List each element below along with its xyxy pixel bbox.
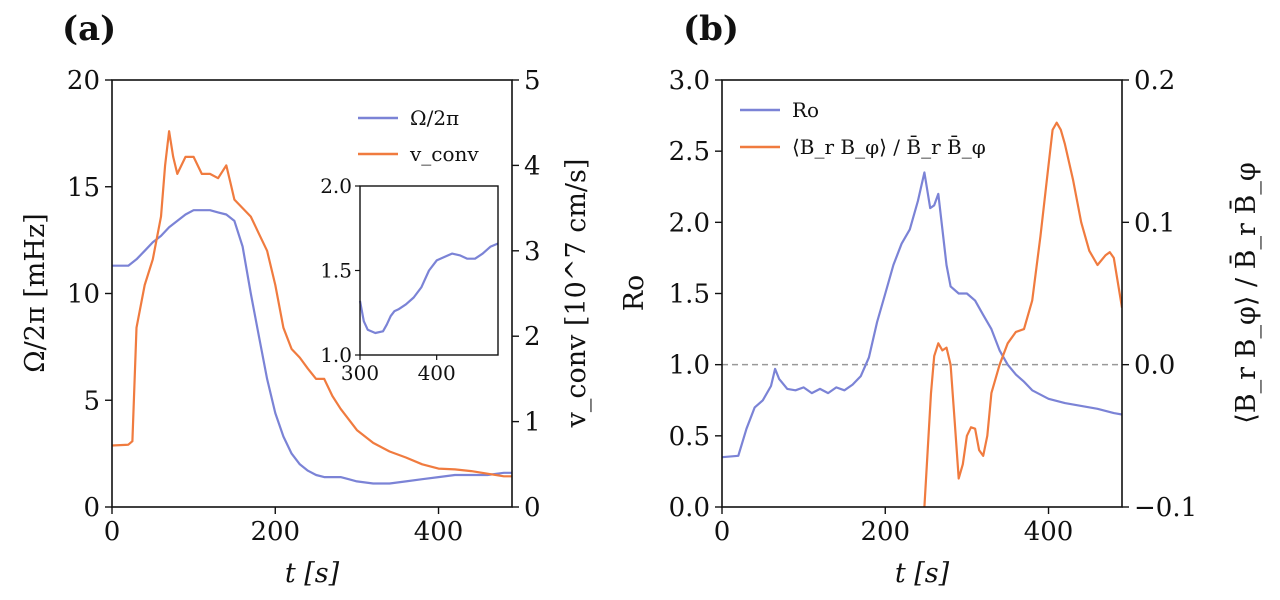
panel-a-ytick-left-label: 20 — [67, 66, 100, 96]
panel-a-ytick-left-label: 10 — [67, 280, 100, 310]
panel-a-ytick-right-label: 2 — [524, 322, 541, 352]
inset-ytick-label: 1.5 — [320, 259, 352, 283]
panel-b-series-blue-line — [722, 171, 1122, 459]
panel-a-ylabel-right: v_conv [10^7 cm/s] — [561, 159, 592, 429]
panel-b-ytick-left-label: 3.0 — [669, 66, 710, 96]
panel-a-ytick-left-label: 0 — [83, 493, 100, 523]
panel-b-ytick-right-label: 0.2 — [1134, 66, 1175, 96]
panel-b-ytick-right-label: −0.1 — [1134, 493, 1197, 523]
inset-series-line — [358, 242, 499, 335]
panel-a-series-orange-line — [112, 130, 512, 478]
panel-b-series-orange-line — [923, 121, 1122, 507]
panel-b-ytick-right-label: 0.1 — [1134, 208, 1175, 238]
panel-a-xtick-label: 400 — [414, 517, 464, 547]
panel-a-ytick-right-label: 0 — [524, 493, 541, 523]
panel-b-xtick-label: 200 — [860, 517, 910, 547]
panel-a-legend-label: Ω/2π — [410, 106, 459, 130]
panel-b-ylabel-left: Ro — [619, 275, 650, 312]
panel-b-xlabel: t [s] — [895, 558, 950, 589]
panel-a-ylabel-left: Ω/2π [mHz] — [20, 213, 51, 372]
panel-a-ytick-right-label: 5 — [524, 66, 541, 96]
panel-b-ytick-left-label: 0.0 — [669, 493, 710, 523]
panel-a-xtick-label: 200 — [250, 517, 300, 547]
inset-xtick-label: 300 — [341, 361, 379, 385]
panel-a-xtick-label: 0 — [104, 517, 121, 547]
panel-b-legend-label: ⟨B_r B_φ⟩ / B̄_r B̄_φ — [792, 134, 986, 159]
panel-b-label: (b) — [683, 9, 739, 49]
panel-b-ytick-left-label: 0.5 — [669, 422, 710, 452]
panel-b-ylabel-right: ⟨B_r B_φ⟩ / B̄_r B̄_φ — [1228, 162, 1262, 423]
inset-ytick-label: 1.0 — [320, 343, 352, 367]
panel-b-ytick-left-label: 1.5 — [669, 280, 710, 310]
panel-b-ytick-left-label: 1.0 — [669, 351, 710, 381]
panel-a-ytick-left-label: 5 — [83, 386, 100, 416]
panel-a-xlabel: t [s] — [285, 558, 340, 589]
panel-a-label: (a) — [62, 9, 116, 49]
panel-a-ytick-left-label: 15 — [67, 173, 100, 203]
panel-a-ytick-right-label: 1 — [524, 408, 541, 438]
panel-a-series-blue-line — [112, 209, 512, 485]
panel-b-ytick-left-label: 2.5 — [669, 137, 710, 167]
panel-b-legend-label: Ro — [792, 98, 819, 122]
panel-a-ytick-right-label: 4 — [524, 151, 541, 181]
panel-b-xtick-label: 400 — [1024, 517, 1074, 547]
panel-b-xtick-label: 0 — [714, 517, 731, 547]
panel-b-ytick-right-label: 0.0 — [1134, 351, 1175, 381]
panel-b-ytick-left-label: 2.0 — [669, 208, 710, 238]
inset-ytick-label: 2.0 — [320, 174, 352, 198]
inset-xtick-label: 400 — [418, 361, 456, 385]
panel-a-ytick-right-label: 3 — [524, 237, 541, 267]
panel-a-legend-label: v_conv — [409, 142, 479, 166]
